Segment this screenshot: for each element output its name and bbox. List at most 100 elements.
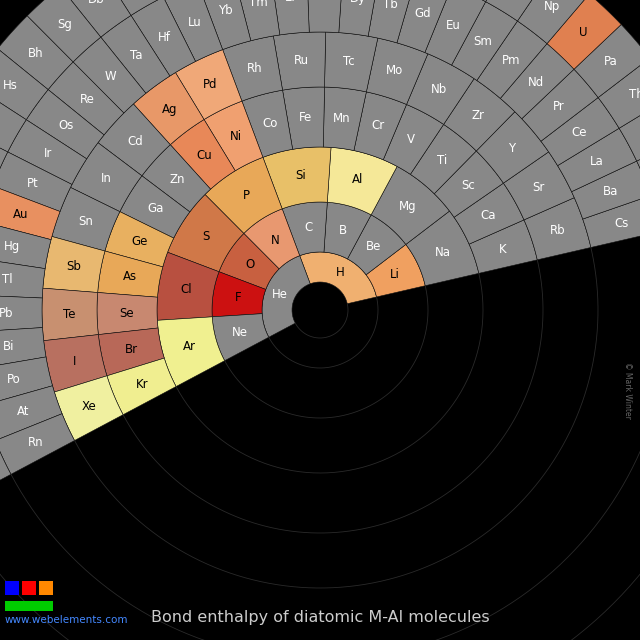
Polygon shape [0,49,48,120]
Polygon shape [26,90,104,159]
Text: Pm: Pm [501,54,520,67]
Polygon shape [97,292,158,335]
Polygon shape [157,252,219,320]
Text: Zr: Zr [472,109,484,122]
Polygon shape [0,295,42,332]
Polygon shape [0,84,26,152]
Polygon shape [0,386,62,440]
Text: Gd: Gd [415,7,431,20]
Text: Au: Au [13,208,29,221]
Polygon shape [170,120,236,189]
Polygon shape [42,288,99,340]
Polygon shape [557,128,637,192]
Text: Xe: Xe [81,400,96,413]
Text: Eu: Eu [446,19,461,33]
Text: Ho: Ho [317,0,332,3]
Text: Ne: Ne [232,326,248,339]
Text: Cu: Cu [196,149,212,162]
Text: Ta: Ta [131,49,143,61]
Polygon shape [73,37,146,113]
Polygon shape [300,252,376,304]
Polygon shape [637,133,640,195]
Text: Al: Al [352,173,363,186]
Polygon shape [0,328,46,369]
Text: As: As [123,270,137,284]
Text: Er: Er [285,0,298,4]
Text: Sr: Sr [532,181,545,194]
Polygon shape [204,101,263,171]
Polygon shape [452,2,518,81]
Text: Mn: Mn [333,112,351,125]
Text: Tm: Tm [249,0,268,9]
Text: Ir: Ir [44,147,52,160]
Text: U: U [579,26,588,39]
Polygon shape [397,0,452,52]
Polygon shape [197,0,251,50]
Polygon shape [476,112,548,183]
Text: Po: Po [7,373,20,386]
Polygon shape [133,72,204,145]
Polygon shape [354,92,406,160]
Text: Cl: Cl [180,284,192,296]
Polygon shape [574,24,640,97]
Text: Pr: Pr [553,100,565,113]
Text: Be: Be [366,241,381,253]
Polygon shape [273,32,326,90]
Polygon shape [406,54,474,124]
Text: Rn: Rn [28,436,43,449]
Polygon shape [54,376,123,440]
Polygon shape [223,36,282,101]
Polygon shape [582,195,640,248]
Polygon shape [212,314,269,361]
Polygon shape [8,120,86,184]
Text: Pb: Pb [0,307,13,319]
Polygon shape [454,183,524,244]
Text: Pt: Pt [27,177,38,190]
Text: www.webelements.com: www.webelements.com [5,615,129,625]
Polygon shape [269,0,309,35]
Text: Cr: Cr [371,119,385,132]
Polygon shape [0,357,52,405]
Polygon shape [339,0,381,36]
Polygon shape [0,221,51,269]
Text: Cs: Cs [614,217,629,230]
Text: Db: Db [88,0,105,6]
Polygon shape [541,97,619,166]
Text: Se: Se [120,307,134,319]
Polygon shape [99,328,164,376]
Text: Sc: Sc [461,179,474,192]
Polygon shape [175,50,242,120]
Polygon shape [282,87,324,149]
Polygon shape [52,188,120,251]
Text: Hf: Hf [158,31,171,44]
Polygon shape [0,186,60,239]
Polygon shape [324,32,378,92]
Text: C: C [304,221,312,234]
Text: S: S [203,230,210,243]
Text: Mg: Mg [399,200,417,213]
Polygon shape [368,0,417,43]
Polygon shape [142,145,211,212]
Text: Th: Th [628,88,640,100]
Polygon shape [263,147,331,209]
Polygon shape [444,79,515,151]
Text: P: P [243,189,250,202]
Bar [39,581,53,595]
Text: W: W [105,70,116,83]
Text: Ru: Ru [294,54,309,67]
Text: B: B [339,224,347,237]
Polygon shape [323,87,366,150]
Polygon shape [60,0,131,37]
Polygon shape [120,176,190,238]
Text: Sg: Sg [58,19,72,31]
Text: Ag: Ag [163,103,178,116]
Text: Tb: Tb [383,0,398,11]
Polygon shape [98,251,163,297]
Text: Mo: Mo [387,65,404,77]
Polygon shape [105,212,173,267]
Polygon shape [383,104,444,174]
Polygon shape [107,358,176,415]
Polygon shape [43,237,105,292]
Polygon shape [242,90,292,157]
Text: Bh: Bh [28,47,44,60]
